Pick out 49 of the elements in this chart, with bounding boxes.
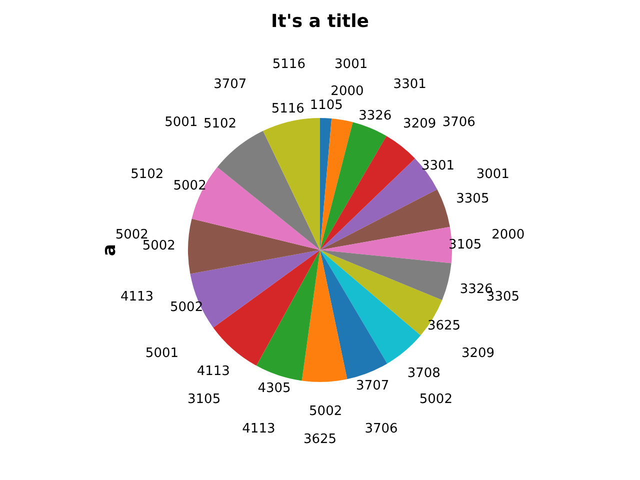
slice-label: 5002 [142,238,176,254]
slice-label: 5116 [271,101,304,116]
text: 3001 [476,167,510,182]
pie-slice [213,250,320,366]
slice-label: 3708 [407,366,440,382]
text: 3301 [393,76,426,92]
pie-slice [320,122,386,250]
text: 3625 [303,432,337,447]
text: 5001 [145,346,179,362]
text: 2000 [492,227,525,242]
pie-slice [320,136,416,250]
text: 5001 [164,115,198,130]
slice-label: 3707 [356,378,390,394]
slice-label: 5002 [170,300,204,316]
slice-label: 3105 [448,238,482,253]
slice-label: 4305 [258,380,291,396]
slice-label: 5002 [173,178,206,194]
pie-slice [320,250,452,300]
text: 4113 [120,289,154,304]
text: 5002 [419,392,452,407]
pie-slice [217,130,320,250]
text: 3706 [364,422,398,437]
chart-title: It's a title [271,10,369,32]
text: 4113 [242,422,276,437]
slice-label: 1105 [310,98,343,113]
slice-label: 4113 [196,364,230,379]
text: 3001 [334,56,368,72]
slice-label: 3625 [427,318,461,334]
text: 3706 [442,115,476,130]
slice-label: 5102 [203,116,237,132]
text: 5102 [130,167,164,182]
slice-label: 3209 [403,116,436,132]
slice-label: 2000 [330,84,364,100]
slice-label: 3326 [358,108,392,124]
slice-label: 3305 [456,191,490,206]
text: 3209 [461,346,495,362]
slice-label: 3301 [421,158,455,174]
pie-slice [320,118,353,250]
text: a [99,244,120,256]
pie-slice [302,250,348,382]
text: 3105 [188,392,221,407]
pie-slice [263,118,320,250]
pie-slice [256,250,320,381]
slice-label: 5116 [272,56,306,72]
pie-slice [320,250,388,380]
pie-slice [320,250,421,364]
text: 3707 [214,76,247,92]
pie-slice [320,118,332,250]
slice-label: 5002 [309,404,342,420]
